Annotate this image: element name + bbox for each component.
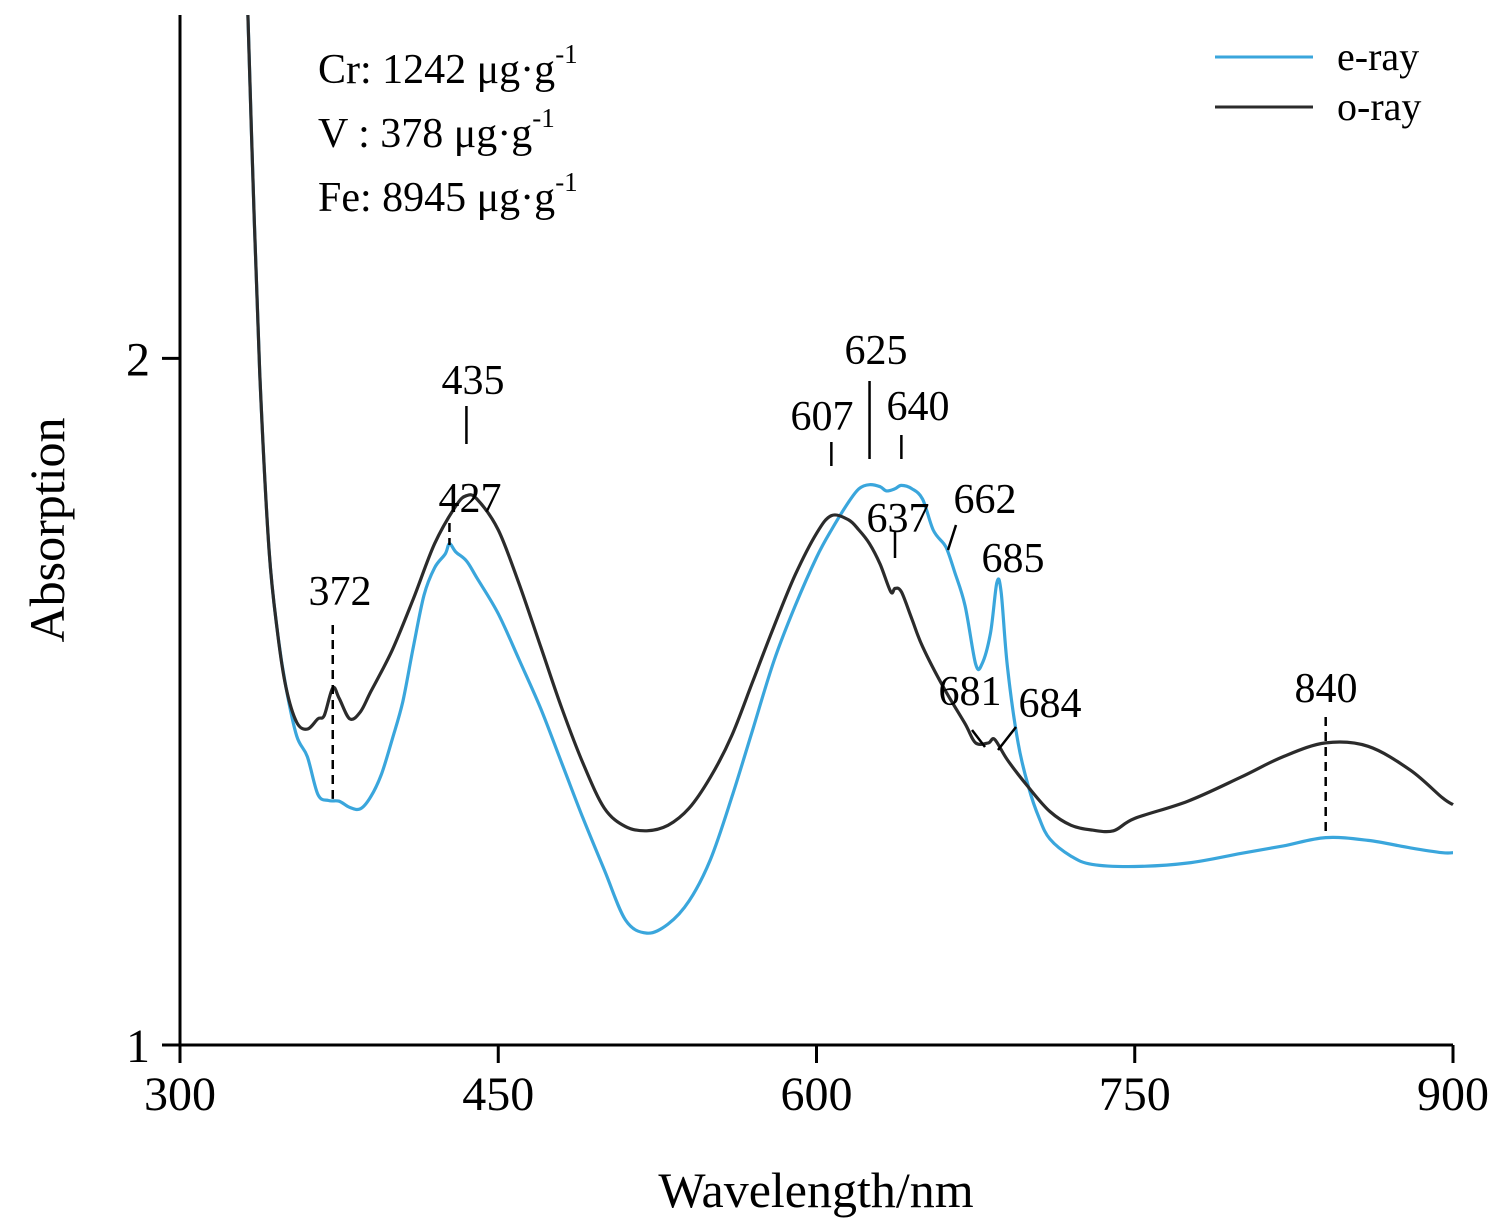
axes: 300 450 600 750 900 1 2 [126, 15, 1489, 1121]
composition-v-text: V : 378 μg·g [318, 111, 532, 157]
composition-v-sup: -1 [532, 103, 555, 133]
x-tick-label-300: 300 [144, 1068, 216, 1121]
x-tick-label-750: 750 [1099, 1068, 1171, 1121]
legend-label-e-ray: e-ray [1337, 34, 1419, 79]
composition-fe-sup: -1 [555, 167, 578, 197]
peak-label-840: 840 [1295, 666, 1358, 712]
series-line-o-ray [246, 15, 1454, 834]
composition-line-cr: Cr: 1242 μg·g-1 [318, 39, 578, 93]
y-tick-label-1: 1 [126, 1020, 150, 1073]
peak-label-637: 637 [867, 496, 930, 542]
composition-line-v: V : 378 μg·g-1 [318, 103, 555, 157]
plot-area [246, 15, 1454, 935]
peak-marker-662 [946, 524, 958, 551]
ticks: 300 450 600 750 900 1 2 [126, 333, 1489, 1121]
composition-cr-text: Cr: 1242 μg·g [318, 47, 555, 93]
y-axis-label: Absorption [19, 418, 75, 643]
peak-label-662: 662 [954, 477, 1017, 523]
peak-label-640: 640 [887, 384, 950, 430]
peak-label-372: 372 [309, 569, 372, 615]
peak-label-684: 684 [1019, 681, 1082, 727]
peak-label-625: 625 [845, 328, 908, 374]
peak-label-427: 427 [439, 476, 502, 522]
composition-fe-text: Fe: 8945 μg·g [318, 175, 555, 221]
peak-annotations: 372 427 435 607 625 640 637 662 685 681 684 840 [309, 328, 1358, 836]
peak-label-607: 607 [791, 394, 854, 440]
peak-label-685: 685 [982, 536, 1045, 582]
x-axis-label: Wavelength/nm [658, 1162, 973, 1218]
peak-marker-681 [971, 729, 986, 748]
composition-line-fe: Fe: 8945 μg·g-1 [318, 167, 578, 221]
x-tick-label-900: 900 [1417, 1068, 1489, 1121]
composition-cr-sup: -1 [555, 39, 578, 69]
peak-marker-684 [997, 726, 1017, 751]
legend: e-ray o-ray [1215, 34, 1421, 129]
y-tick-label-2: 2 [126, 333, 150, 386]
x-tick-label-450: 450 [462, 1068, 534, 1121]
peak-label-435: 435 [442, 358, 505, 404]
x-tick-label-600: 600 [781, 1068, 853, 1121]
legend-label-o-ray: o-ray [1337, 84, 1421, 129]
composition-block: Cr: 1242 μg·g-1 V : 378 μg·g-1 Fe: 8945 … [318, 39, 578, 221]
peak-label-681: 681 [939, 669, 1002, 715]
